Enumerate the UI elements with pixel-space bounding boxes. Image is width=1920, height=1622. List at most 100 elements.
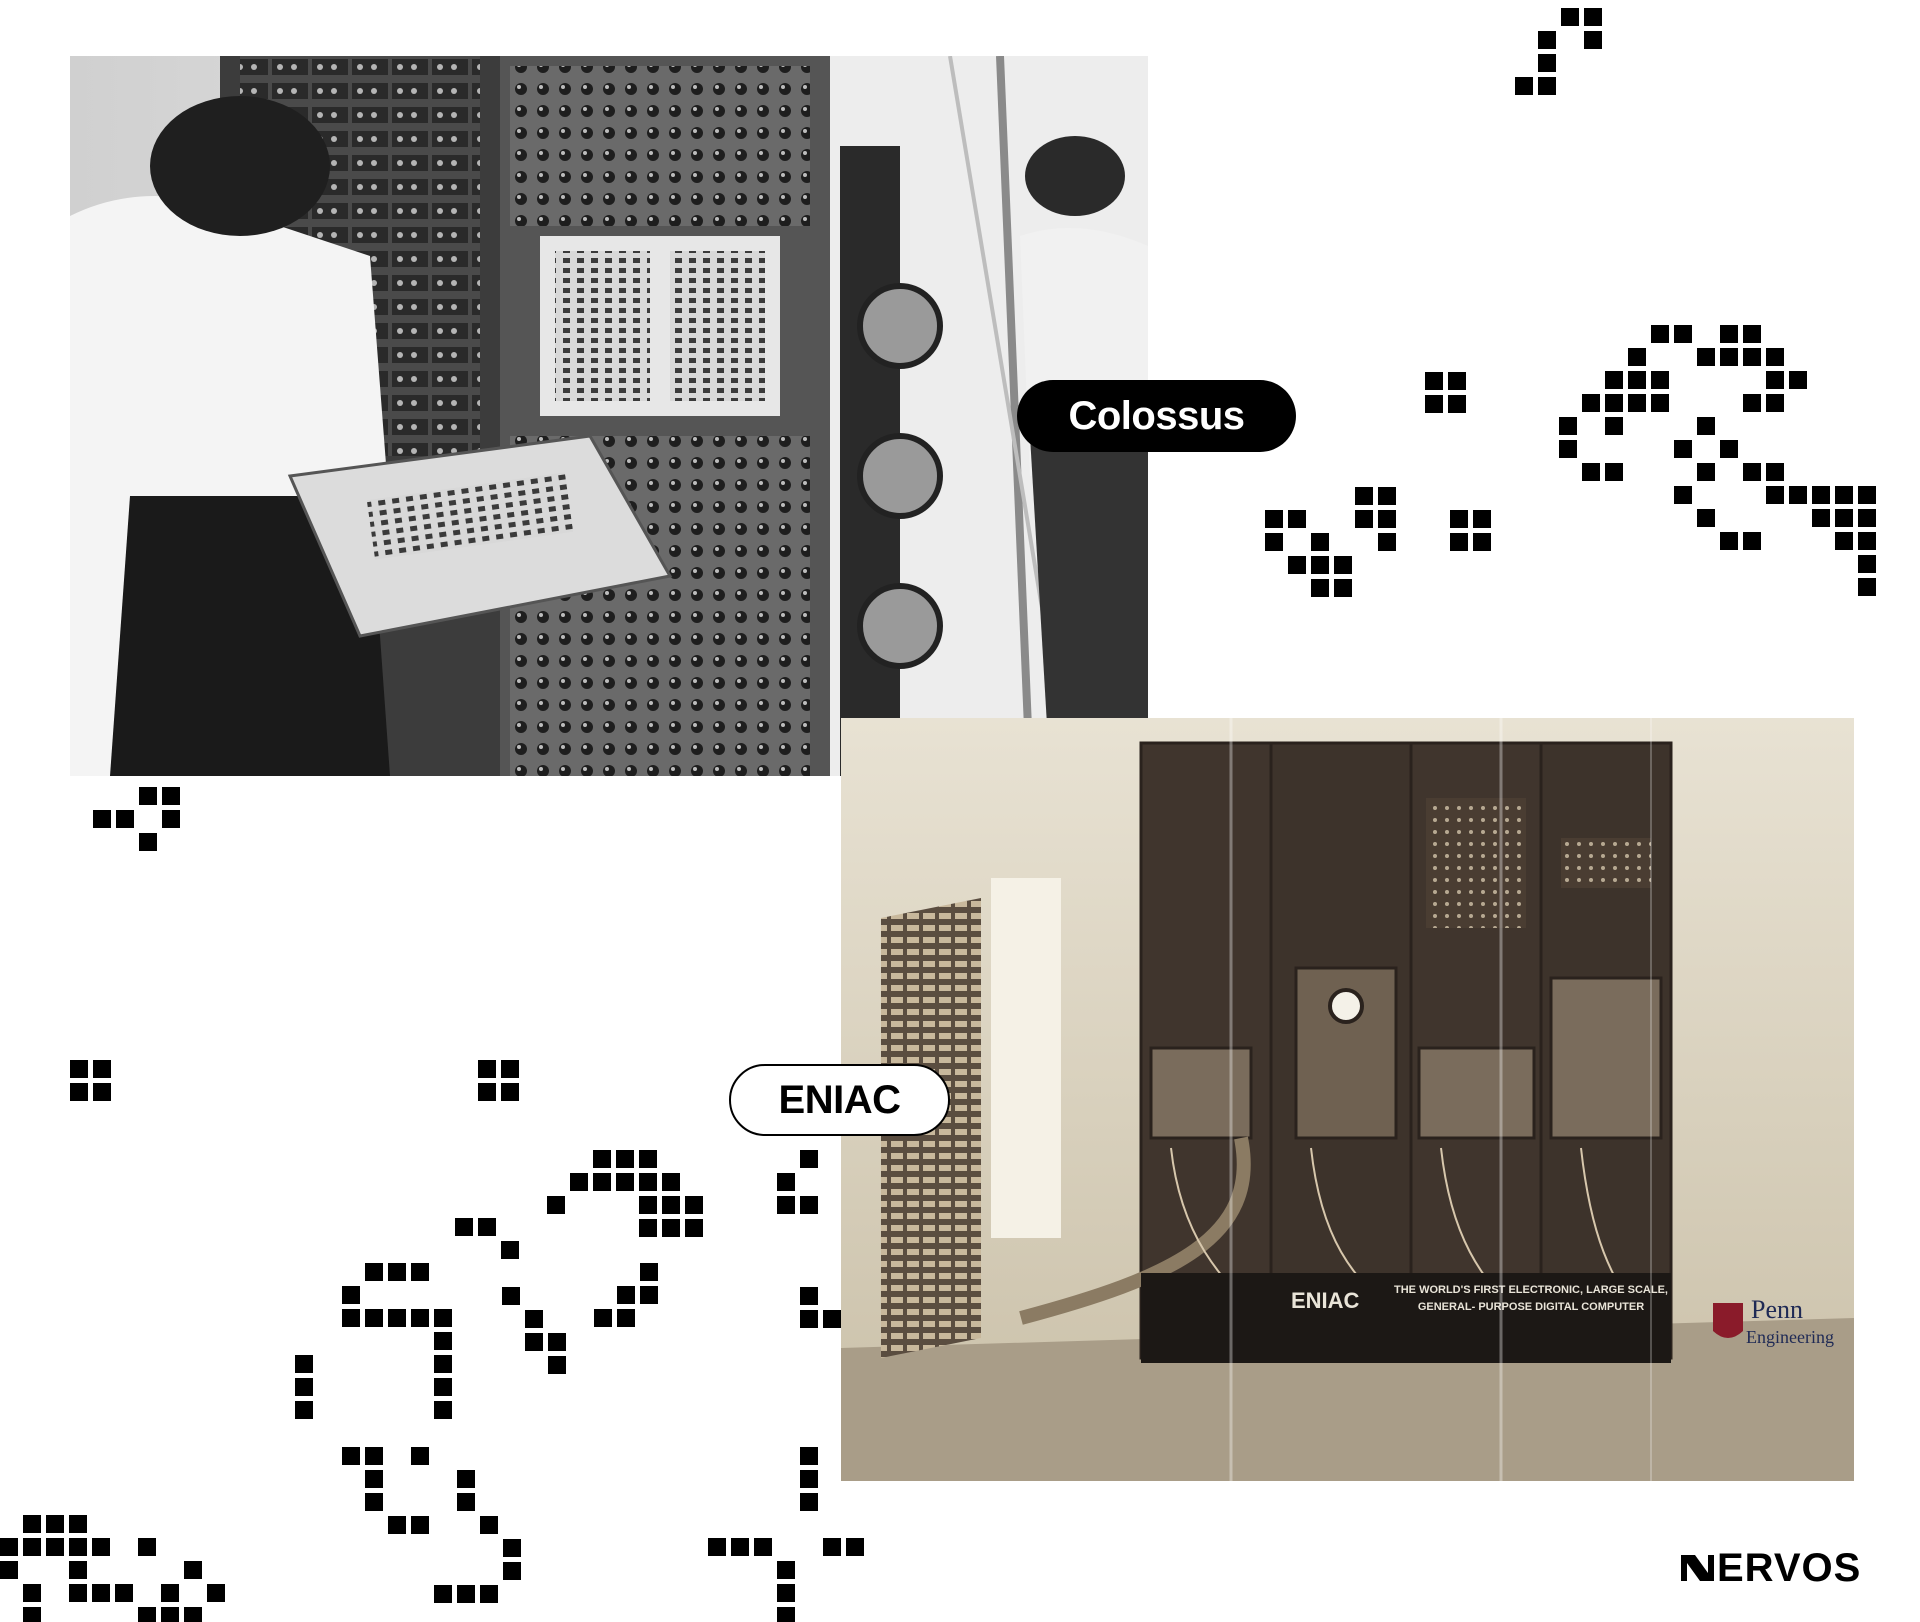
pixel-square [639, 1173, 657, 1191]
pixel-square [138, 1538, 156, 1556]
pixel-square [1378, 510, 1396, 528]
pixel-square [1674, 440, 1692, 458]
pixel-square [70, 1083, 88, 1101]
pixel-square [1311, 579, 1329, 597]
pixel-square [1858, 555, 1876, 573]
pixel-square [525, 1333, 543, 1351]
pixel-square [1515, 77, 1533, 95]
pixel-square [525, 1310, 543, 1328]
pixel-square [1605, 463, 1623, 481]
pixel-square [478, 1083, 496, 1101]
pixel-square [1559, 440, 1577, 458]
eniac-caption-line2: GENERAL- PURPOSE DIGITAL COMPUTER [1418, 1301, 1644, 1313]
pixel-square [46, 1538, 64, 1556]
pixel-square [295, 1355, 313, 1373]
pixel-square [662, 1219, 680, 1237]
pixel-square [1355, 510, 1373, 528]
pixel-square [1743, 325, 1761, 343]
pixel-square [800, 1287, 818, 1305]
pixel-square [1334, 579, 1352, 597]
pixel-square [777, 1584, 795, 1602]
pixel-square [503, 1562, 521, 1580]
pixel-square [1835, 509, 1853, 527]
pixel-square [139, 833, 157, 851]
pixel-square [640, 1286, 658, 1304]
pixel-square [0, 1538, 18, 1556]
pixel-square [1674, 325, 1692, 343]
pixel-square [411, 1447, 429, 1465]
pixel-square [777, 1561, 795, 1579]
pixel-square [1584, 8, 1602, 26]
pixel-square [162, 787, 180, 805]
colossus-photo-illustration [70, 56, 1148, 776]
pixel-square [1605, 394, 1623, 412]
pixel-square [478, 1218, 496, 1236]
pixel-square [1697, 463, 1715, 481]
pixel-square [1561, 8, 1579, 26]
pixel-square [800, 1310, 818, 1328]
pixel-square [365, 1447, 383, 1465]
pixel-square [1473, 533, 1491, 551]
pixel-square [570, 1173, 588, 1191]
pixel-square [1812, 486, 1830, 504]
pixel-square [139, 787, 157, 805]
pixel-square [1378, 487, 1396, 505]
pixel-square [548, 1356, 566, 1374]
pixel-square [1582, 394, 1600, 412]
pixel-square [1355, 487, 1373, 505]
pixel-square [23, 1584, 41, 1602]
penn-sponsor-line1: Penn [1751, 1295, 1803, 1324]
pixel-square [69, 1515, 87, 1533]
pixel-square [184, 1561, 202, 1579]
pixel-square [503, 1539, 521, 1557]
pixel-square [1835, 486, 1853, 504]
pixel-square [593, 1150, 611, 1168]
pixel-square [69, 1584, 87, 1602]
pixel-square [434, 1309, 452, 1327]
pixel-square [1311, 533, 1329, 551]
pixel-square [1425, 372, 1443, 390]
pixel-square [457, 1493, 475, 1511]
pixel-square [1425, 395, 1443, 413]
pixel-square [800, 1150, 818, 1168]
pixel-square [1697, 348, 1715, 366]
pixel-square [295, 1401, 313, 1419]
pixel-square [1743, 348, 1761, 366]
pixel-square [1538, 54, 1556, 72]
pixel-square [434, 1355, 452, 1373]
pixel-square [501, 1241, 519, 1259]
pixel-square [1628, 371, 1646, 389]
pixel-square [639, 1196, 657, 1214]
eniac-caption-line1: THE WORLD'S FIRST ELECTRONIC, LARGE SCAL… [1394, 1284, 1668, 1296]
pixel-square [640, 1263, 658, 1281]
pixel-square [501, 1060, 519, 1078]
nervos-logo-text: ERVOS [1717, 1546, 1862, 1590]
pixel-square [1448, 372, 1466, 390]
pixel-square [662, 1173, 680, 1191]
pixel-square [161, 1584, 179, 1602]
pixel-square [1743, 463, 1761, 481]
pixel-square [93, 1083, 111, 1101]
pixel-square [1766, 463, 1784, 481]
pixel-square [1265, 510, 1283, 528]
pixel-square [1582, 463, 1600, 481]
penn-shield-icon [1713, 1303, 1743, 1338]
pixel-square [1766, 371, 1784, 389]
pixel-square [1605, 371, 1623, 389]
colossus-photo [70, 56, 1148, 776]
pixel-square [295, 1378, 313, 1396]
pixel-square [162, 810, 180, 828]
pixel-square [1766, 348, 1784, 366]
pixel-square [685, 1219, 703, 1237]
pixel-square [1697, 417, 1715, 435]
pixel-square [800, 1447, 818, 1465]
pixel-square [1743, 394, 1761, 412]
pixel-square [411, 1516, 429, 1534]
pixel-square [823, 1538, 841, 1556]
nervos-n-mark-icon [1681, 1555, 1714, 1581]
pixel-square [1651, 371, 1669, 389]
pixel-square [1651, 394, 1669, 412]
pixel-square [23, 1538, 41, 1556]
pixel-square [184, 1607, 202, 1622]
